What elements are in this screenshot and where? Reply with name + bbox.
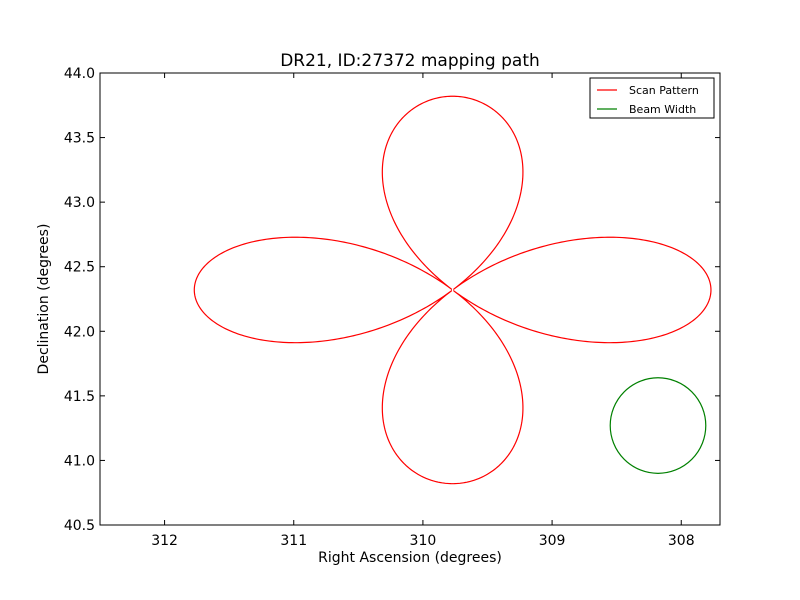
y-tick-label: 41.5 xyxy=(64,389,95,405)
x-tick-label: 308 xyxy=(668,533,695,549)
chart-title: DR21, ID:27372 mapping path xyxy=(280,51,540,71)
x-axis-label: Right Ascension (degrees) xyxy=(318,550,502,566)
scan-pattern-line xyxy=(193,95,712,485)
legend-label-beam-width: Beam Width xyxy=(629,103,696,116)
legend-box xyxy=(589,77,715,119)
y-tick-label: 42.0 xyxy=(64,324,95,340)
plot-area xyxy=(99,72,721,526)
x-axis-ticks: 312 311 310 309 308 xyxy=(151,73,695,549)
x-tick-label: 309 xyxy=(539,533,566,549)
x-tick-label: 310 xyxy=(410,533,437,549)
x-tick-label: 311 xyxy=(280,533,307,549)
y-tick-label: 40.5 xyxy=(64,518,95,534)
x-tick-label: 312 xyxy=(151,533,178,549)
plot-frame xyxy=(99,72,721,526)
y-tick-label: 44.0 xyxy=(64,66,95,82)
beam-width-circle xyxy=(609,377,707,474)
y-tick-label: 43.5 xyxy=(64,131,95,147)
y-tick-label: 42.5 xyxy=(64,260,95,276)
legend: Scan Pattern Beam Width xyxy=(589,77,715,119)
legend-label-scan-pattern: Scan Pattern xyxy=(629,84,699,97)
y-axis-label: Declination (degrees) xyxy=(36,224,52,375)
y-tick-label: 43.0 xyxy=(64,195,95,211)
y-tick-label: 41.0 xyxy=(64,453,95,469)
